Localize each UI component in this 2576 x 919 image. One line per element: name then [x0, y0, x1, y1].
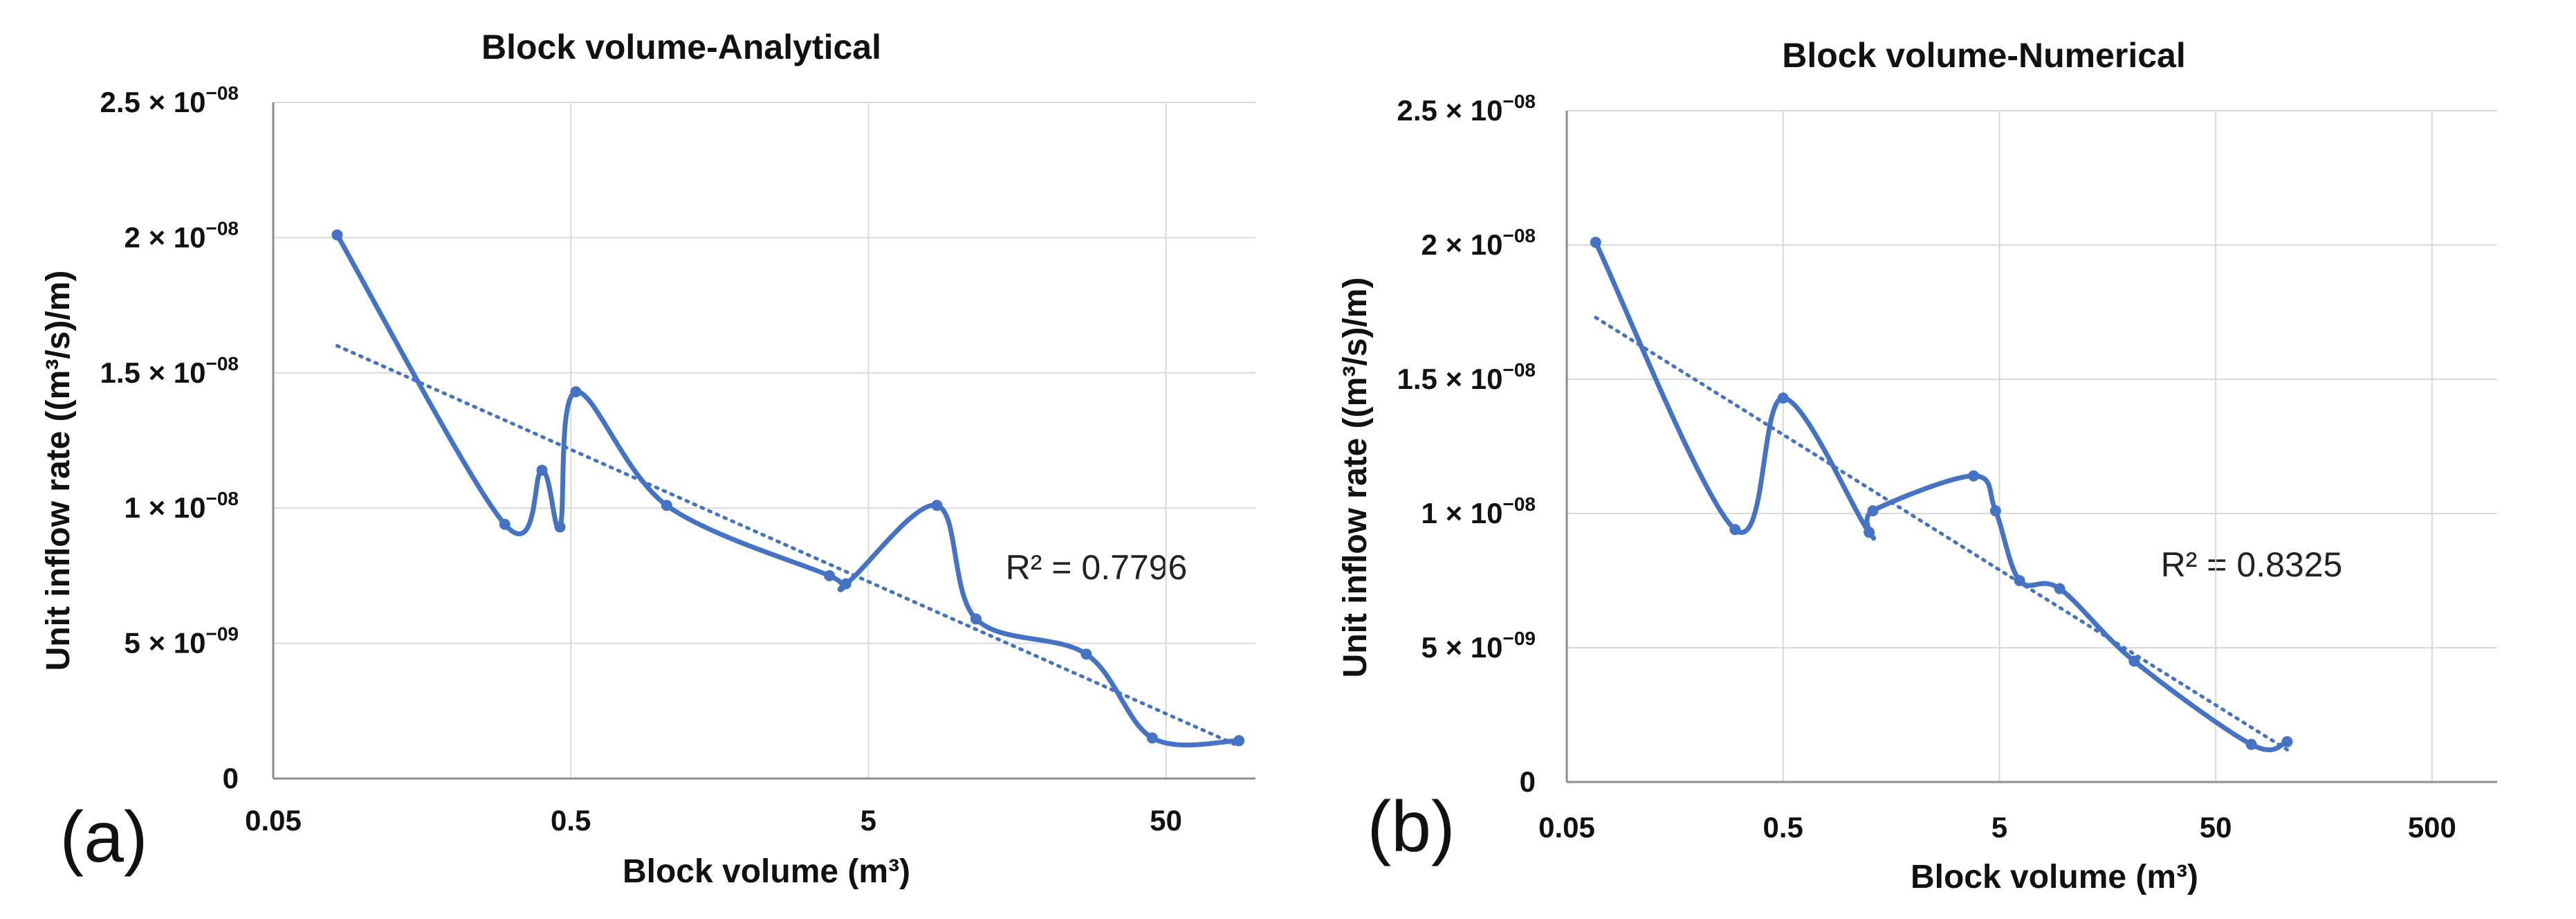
data-point [824, 570, 836, 581]
data-point [2245, 738, 2257, 750]
y-axis-title: Unit inflow rate ((m³/s)/m) [40, 271, 77, 671]
y-tick-label: 5 × 10−09 [1422, 628, 1536, 664]
panel-label: (a) [59, 797, 147, 877]
x-tick-label: 0.05 [1538, 811, 1595, 844]
y-tick-exponent: −08 [206, 82, 239, 104]
data-point [1777, 392, 1789, 404]
data-point [931, 500, 943, 511]
y-tick-exponent: −08 [206, 488, 239, 509]
data-point [570, 386, 582, 398]
series-line [1593, 239, 2290, 752]
y-tick-base: 2.5 × 10 [100, 86, 206, 118]
chart-analytical: Block volume-Analytical Block volume (m³… [40, 28, 1255, 890]
y-tick-base: 1.5 × 10 [100, 356, 206, 389]
y-tick-exponent: −08 [1503, 359, 1536, 381]
r-squared-annotation: R² = 0.7796 [1006, 548, 1188, 587]
r-squared-annotation: R² = 0.8325 [2161, 545, 2343, 584]
y-tick-base: 2 × 10 [125, 221, 206, 253]
data-point [499, 518, 510, 530]
trendline [335, 344, 1241, 748]
x-axis-title: Block volume (m³) [1911, 859, 2198, 895]
y-tick-label: 2.5 × 10−08 [1397, 91, 1536, 127]
gridlines [1567, 110, 2497, 782]
data-point [1989, 505, 2001, 517]
y-tick-label: 2 × 10−08 [1422, 225, 1536, 261]
y-tick-base: 5 × 10 [125, 627, 206, 659]
axes [1565, 111, 2497, 783]
panel-label: (b) [1367, 787, 1455, 867]
x-tick-label: 5 [861, 804, 876, 837]
data-point [1146, 732, 1158, 744]
y-tick-label: 2 × 10−08 [125, 217, 239, 253]
x-tick-label: 0.5 [551, 804, 591, 837]
y-tick-base: 2.5 × 10 [1397, 94, 1503, 127]
y-tick-labels: 05 × 10−091 × 10−081.5 × 10−082 × 10−082… [100, 82, 239, 794]
y-tick-base: 1 × 10 [1422, 497, 1503, 529]
data-point [2128, 655, 2140, 667]
x-tick-label: 5 [1991, 811, 2007, 844]
x-tick-label: 50 [1150, 804, 1182, 837]
y-tick-label: 1.5 × 10−08 [100, 353, 239, 389]
plot-area [1590, 237, 2293, 752]
y-tick-label: 0 [1520, 765, 1536, 798]
data-point [1729, 524, 1741, 536]
y-tick-label: 2.5 × 10−08 [100, 82, 239, 118]
y-tick-exponent: −08 [1503, 493, 1536, 515]
y-tick-exponent: −08 [1503, 225, 1536, 246]
y-tick-exponent: −09 [1503, 628, 1536, 649]
chart-title: Block volume-Numerical [1782, 36, 2186, 75]
data-point [1233, 735, 1245, 747]
y-tick-exponent: −08 [1503, 91, 1536, 112]
y-tick-base: 0 [223, 762, 239, 794]
y-axis-title: Unit inflow rate ((m³/s)/m) [1337, 277, 1374, 678]
y-tick-label: 5 × 10−09 [125, 624, 239, 659]
data-point [1968, 470, 1980, 482]
axes [272, 102, 1255, 780]
x-tick-labels: 0.05 0.5 5 50 [245, 804, 1182, 837]
data-point [2014, 575, 2025, 586]
y-tick-base: 0 [1520, 765, 1536, 798]
data-point [331, 229, 343, 241]
data-point [1864, 527, 1875, 538]
data-point [536, 464, 548, 476]
y-tick-label: 1.5 × 10−08 [1397, 359, 1536, 395]
y-tick-exponent: −09 [206, 624, 239, 645]
data-point [1080, 648, 1092, 660]
data-point [554, 521, 566, 533]
x-tick-label: 0.5 [1763, 811, 1803, 844]
data-point [1590, 237, 1601, 248]
x-tick-label: 0.05 [245, 804, 302, 837]
data-point [2281, 736, 2293, 747]
chart-title: Block volume-Analytical [481, 28, 881, 66]
x-tick-labels: 0.05 0.5 5 50 500 [1538, 811, 2456, 844]
data-point [970, 613, 982, 625]
y-tick-label: 0 [223, 762, 239, 794]
y-tick-exponent: −08 [206, 217, 239, 239]
data-point [661, 500, 672, 511]
y-tick-labels: 05 × 10−091 × 10−081.5 × 10−082 × 10−082… [1397, 91, 1536, 798]
plot-area [331, 229, 1245, 748]
data-point [2054, 583, 2066, 594]
series-line [334, 232, 1242, 748]
data-point [1867, 505, 1879, 517]
x-tick-label: 500 [2408, 811, 2456, 844]
x-tick-label: 50 [2200, 811, 2232, 844]
y-tick-base: 5 × 10 [1422, 631, 1503, 664]
y-tick-base: 1.5 × 10 [1397, 363, 1503, 395]
y-tick-label: 1 × 10−08 [1422, 493, 1536, 529]
y-tick-exponent: −08 [206, 353, 239, 374]
y-tick-base: 2 × 10 [1422, 228, 1503, 261]
x-axis-title: Block volume (m³) [623, 853, 910, 890]
data-point [840, 578, 852, 590]
trendline [1594, 316, 2289, 752]
y-tick-base: 1 × 10 [125, 491, 206, 524]
y-tick-label: 1 × 10−08 [125, 488, 239, 524]
gridlines [273, 102, 1255, 779]
chart-numerical: Block volume-Numerical Block volume (m³)… [1337, 36, 2497, 895]
